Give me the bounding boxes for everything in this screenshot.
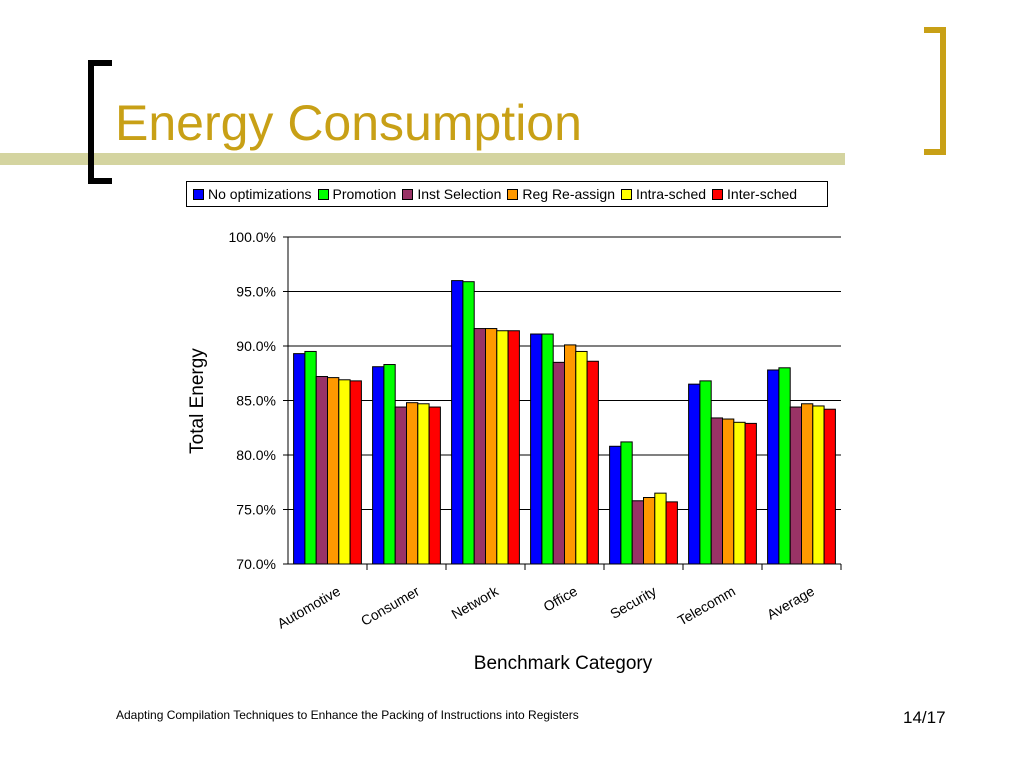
legend-item: Intra-sched [620,186,707,202]
bar-reg-re-assign-telecomm [722,418,735,565]
bar-no-optimizations-automotive [293,353,306,565]
legend-label: Promotion [332,186,397,202]
bar-no-optimizations-telecomm [688,383,701,565]
legend-item: Reg Re-assign [507,186,615,202]
bar-inter-sched-security [665,501,678,565]
legend-item: Promotion [317,186,397,202]
bar-intra-sched-network [496,330,509,565]
bar-reg-re-assign-automotive [327,377,340,565]
y-axis-title: Total Energy [187,348,208,454]
bar-no-optimizations-office [530,333,543,565]
y-tick-label: 95.0% [236,284,276,300]
legend-swatch [507,188,519,200]
bar-intra-sched-office [575,350,588,565]
y-tick-label: 90.0% [236,338,276,354]
bar-inter-sched-telecomm [744,422,757,565]
bar-inst-selection-telecomm [710,417,724,565]
bar-reg-re-assign-consumer [406,402,419,565]
legend-label: Intra-sched [635,186,707,202]
bar-intra-sched-security [654,492,667,565]
bar-reg-re-assign-office [564,344,577,565]
y-tick-label: 70.0% [236,556,276,572]
y-tick-label: 85.0% [236,393,276,409]
x-tick-label: Automotive [274,583,343,632]
y-tick-label: 100.0% [229,229,276,245]
bar-inter-sched-automotive [349,380,362,565]
x-axis-title: Benchmark Category [474,653,653,674]
x-tick-label: Office [541,583,581,615]
bar-intra-sched-consumer [417,403,430,565]
x-tick-label: Telecomm [675,583,738,629]
bar-inst-selection-average [789,406,803,565]
right-bracket-decoration [924,27,946,155]
bar-inter-sched-average [823,408,836,565]
bar-inter-sched-consumer [428,406,441,565]
legend-swatch [402,188,414,200]
legend-label: Inter-sched [727,186,798,202]
bar-promotion-automotive [304,350,317,565]
chart-legend: No optimizations Promotion Inst Selection R… [186,181,828,207]
bar-inst-selection-office [552,361,566,565]
page-number: 14/17 [903,708,946,727]
bar-inter-sched-office [586,360,599,565]
bar-promotion-network [462,281,475,565]
bar-intra-sched-automotive [338,379,351,565]
legend-label: Inst Selection [417,186,502,202]
legend-item: No optimizations [193,186,312,202]
title-accent-line [0,153,845,165]
legend-item: Inst Selection [402,186,501,202]
x-tick-label: Security [607,583,659,622]
legend-item: Inter-sched [712,186,797,202]
bar-promotion-telecomm [699,380,712,565]
legend-swatch [712,188,724,200]
bar-intra-sched-average [812,405,825,565]
bar-inter-sched-network [507,330,520,565]
bar-no-optimizations-network [451,280,464,565]
legend-label: Reg Re-assign [522,186,615,202]
bar-no-optimizations-consumer [372,366,385,565]
bar-reg-re-assign-security [643,497,656,565]
bar-no-optimizations-security [609,445,622,565]
y-tick-label: 80.0% [236,447,276,463]
bar-reg-re-assign-network [485,328,498,565]
bar-inst-selection-automotive [315,376,329,565]
bar-inst-selection-network [473,328,487,565]
y-tick-label: 75.0% [236,502,276,518]
bar-no-optimizations-average [767,369,780,565]
legend-swatch [620,188,632,200]
legend-swatch [317,188,329,200]
bar-intra-sched-telecomm [733,421,746,565]
bar-promotion-security [620,441,633,565]
bar-inst-selection-security [631,500,645,565]
legend-swatch [193,188,204,200]
left-bracket-decoration [88,60,112,184]
bar-promotion-consumer [383,364,396,565]
bar-promotion-office [541,333,554,565]
x-tick-label: Average [764,583,817,623]
x-tick-label: Network [449,582,502,622]
slide-title: Energy Consumption [115,95,582,151]
bar-reg-re-assign-average [801,403,814,565]
bar-inst-selection-consumer [394,406,408,565]
legend-label: No optimizations [208,186,312,202]
x-tick-label: Consumer [358,583,422,629]
footer-text: Adapting Compilation Techniques to Enhan… [116,708,579,722]
bar-promotion-average [778,367,791,565]
